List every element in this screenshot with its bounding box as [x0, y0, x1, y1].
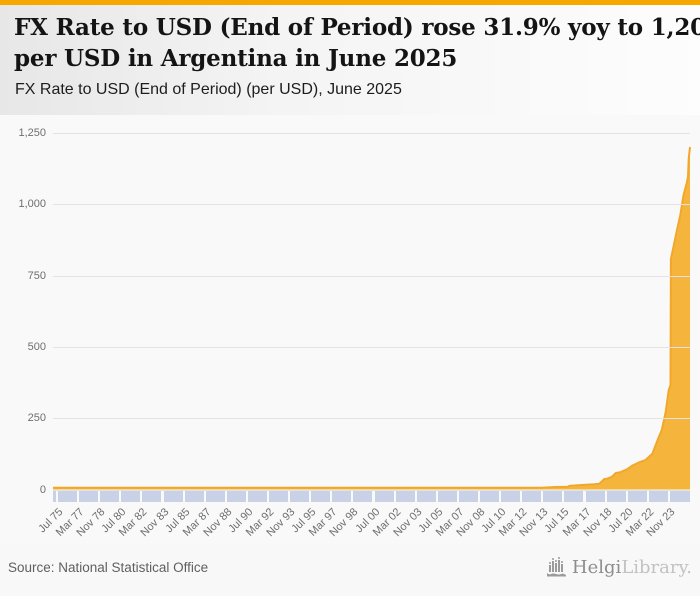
gridline	[53, 489, 690, 491]
title-line-1: FX Rate to USD (End of Period) rose 31.9…	[14, 14, 700, 41]
axis-band-segment	[205, 490, 225, 502]
axis-band-segment	[501, 490, 521, 502]
page-title: FX Rate to USD (End of Period) rose 31.9…	[14, 12, 700, 74]
axis-band-segment	[269, 490, 289, 502]
gridline	[53, 275, 690, 277]
chart-area: 0 250 500 750 1,000 1,250 Jul 75 Mar 77 Nov 78 Ju…	[0, 115, 700, 545]
header: FX Rate to USD (End of Period) rose 31.9…	[0, 5, 700, 115]
brand-name: HelgiLibrary.	[572, 557, 692, 578]
axis-band-segment	[58, 490, 78, 502]
fx-rate-area-series	[53, 146, 691, 490]
axis-band-segment	[247, 490, 267, 502]
brand-name-primary: Helgi	[571, 556, 622, 578]
axis-band-segment	[311, 490, 331, 502]
axis-band-segment	[142, 490, 162, 502]
axis-band-segment	[480, 490, 500, 502]
y-axis-label: 0	[39, 483, 46, 496]
axis-band-segment	[395, 490, 415, 502]
title-line-2: per USD in Argentina in June 2025	[14, 45, 458, 72]
axis-band-segment	[606, 490, 626, 502]
axis-band-segment	[79, 490, 99, 502]
brand-name-secondary: Library.	[621, 556, 692, 578]
y-axis-label: 1,250	[18, 127, 46, 139]
gridline	[53, 346, 690, 348]
top-accent-bar	[0, 0, 700, 5]
axis-band-segment	[163, 490, 183, 502]
axis-band-segment	[374, 490, 394, 502]
axis-band-segment	[121, 490, 141, 502]
gridline	[53, 418, 690, 420]
axis-band-segment	[53, 490, 56, 502]
y-axis-label: 250	[27, 412, 46, 425]
y-axis-label: 750	[27, 269, 46, 282]
axis-band-segment	[522, 490, 542, 502]
axis-band-segment	[458, 490, 478, 502]
axis-band-segment	[290, 490, 310, 502]
axis-band-segment	[437, 490, 457, 502]
axis-band-segment	[184, 490, 204, 502]
axis-band-segment	[100, 490, 120, 502]
source-note: Source: National Statistical Office	[8, 560, 209, 575]
chart-subtitle: FX Rate to USD (End of Period) (per USD)…	[15, 81, 402, 98]
axis-band-segment	[564, 490, 584, 502]
axis-band-segment	[543, 490, 563, 502]
y-axis-label: 1,000	[18, 198, 46, 211]
axis-band-segment	[226, 490, 246, 502]
axis-band-segment	[332, 490, 352, 502]
gridline	[53, 204, 690, 206]
axis-band-segment	[648, 490, 668, 502]
y-axis-label: 500	[27, 340, 46, 353]
footer: Source: National Statistical Office	[0, 545, 700, 596]
axis-band-segment	[669, 490, 690, 502]
axis-band-segment	[627, 490, 647, 502]
helgi-bars-logo-icon	[546, 557, 566, 577]
axis-band-segment	[353, 490, 373, 502]
axis-band-segment	[585, 490, 605, 502]
brand-logo[interactable]: HelgiLibrary.	[546, 556, 692, 578]
gridline	[53, 133, 690, 134]
axis-band-segment	[416, 490, 436, 502]
